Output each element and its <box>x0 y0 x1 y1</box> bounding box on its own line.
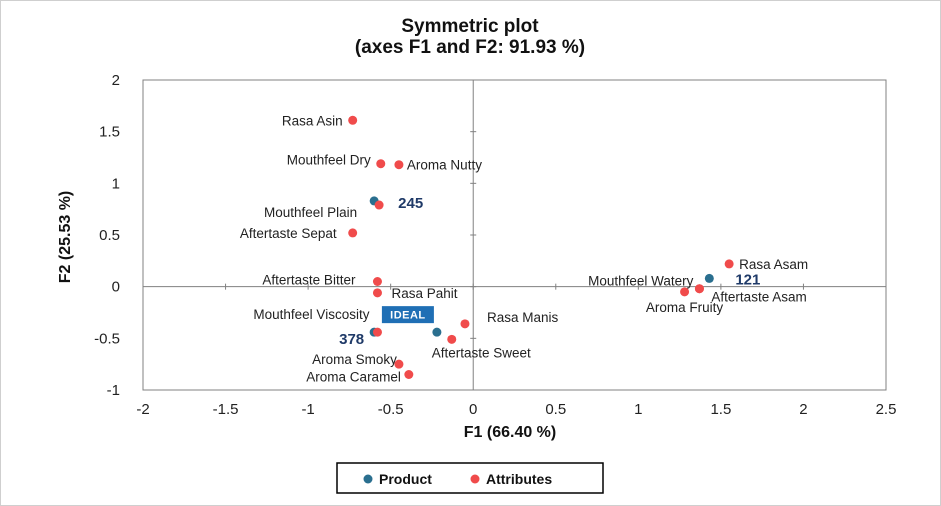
legend-box <box>336 462 604 494</box>
product-label-378: 378 <box>339 331 364 348</box>
ticks-layer: -2 -1.5 -1 -0.5 0 0.5 1 1.5 2 2.5 2 1.5 1 0.5 0 -0.5 -1 <box>94 72 896 418</box>
product-point-121 <box>704 273 714 283</box>
plot-area <box>142 79 887 391</box>
product-label-245: 245 <box>398 195 423 212</box>
legend-attributes-label: Attributes <box>486 471 552 487</box>
attribute-point-mouthfeel-viscosity <box>372 327 382 337</box>
labels-layer: 245 121 378 IDEAL Rasa Asin Mouthfeel Dry Arom… <box>240 113 808 384</box>
x-tick-label: 2 <box>799 401 807 418</box>
attribute-point-mouthfeel-dry <box>376 159 386 169</box>
attribute-label-mouthfeel-viscosity: Mouthfeel Viscosity <box>253 307 369 322</box>
attribute-label-aroma-nutty: Aroma Nutty <box>407 158 482 173</box>
x-tick-label: 0 <box>469 401 477 418</box>
attribute-label-aftertaste-sepat: Aftertaste Sepat <box>240 226 337 241</box>
product-label-121: 121 <box>735 271 760 288</box>
ideal-label: IDEAL <box>390 310 426 322</box>
x-tick-label: 1.5 <box>710 401 731 418</box>
attribute-point-aftertaste-sweet <box>447 334 457 344</box>
attribute-point-aroma-caramel <box>404 370 414 379</box>
attribute-label-mouthfeel-watery: Mouthfeel Watery <box>588 274 694 289</box>
y-tick-label: 0 <box>112 279 120 296</box>
attribute-point-aroma-fruity <box>680 287 690 297</box>
legend-attributes-marker <box>470 474 480 484</box>
attribute-label-aroma-fruity: Aroma Fruity <box>646 300 724 315</box>
y-tick-label: -1 <box>107 382 120 399</box>
attribute-point-rasa-manis <box>460 319 470 329</box>
attribute-point-rasa-asam <box>724 259 734 269</box>
attribute-point-aftertaste-bitter <box>372 277 382 286</box>
attribute-label-rasa-manis: Rasa Manis <box>487 310 559 325</box>
chart-title: Symmetric plot <box>401 16 539 37</box>
y-tick-label: 1 <box>112 175 120 192</box>
attribute-point-aroma-smoky <box>394 359 404 369</box>
attribute-label-aftertaste-bitter: Aftertaste Bitter <box>262 273 356 288</box>
x-tick-label: 1 <box>634 401 642 418</box>
y-tick-label: 0.5 <box>99 227 120 244</box>
x-tick-label: -2 <box>136 401 149 418</box>
x-tick-label: -0.5 <box>378 401 404 418</box>
x-tick-label: 0.5 <box>545 401 566 418</box>
attribute-label-rasa-asin: Rasa Asin <box>282 113 343 128</box>
attribute-label-rasa-pahit: Rasa Pahit <box>391 286 457 301</box>
attribute-label-rasa-asam: Rasa Asam <box>739 257 808 272</box>
attribute-label-mouthfeel-dry: Mouthfeel Dry <box>287 153 371 168</box>
ideal-label-box <box>381 306 434 324</box>
attribute-label-aroma-caramel: Aroma Caramel <box>306 370 401 385</box>
y-tick-label: 2 <box>112 72 120 89</box>
legend-product-marker <box>363 474 373 484</box>
attribute-label-mouthfeel-plain: Mouthfeel Plain <box>264 205 357 220</box>
attribute-point-mouthfeel-plain <box>374 200 384 210</box>
y-tick-label: -0.5 <box>94 330 120 347</box>
x-tick-label: -1 <box>301 401 314 418</box>
legend-product-label: Product <box>379 471 432 487</box>
y-tick-label: 1.5 <box>99 124 120 141</box>
product-point-ideal <box>432 327 442 337</box>
attribute-point-aftertaste-asam <box>694 284 704 294</box>
attribute-point-aroma-nutty <box>394 160 404 170</box>
attribute-point-aftertaste-sepat <box>348 228 358 238</box>
y-axis-title: F2 (25.53 %) <box>57 191 74 283</box>
attribute-point-rasa-asin <box>348 115 358 125</box>
legend: Product Attributes <box>336 462 604 494</box>
attribute-label-aftertaste-sweet: Aftertaste Sweet <box>432 345 531 360</box>
attribute-label-aroma-smoky: Aroma Smoky <box>312 352 397 367</box>
chart-subtitle: (axes F1 and F2: 91.93 %) <box>355 37 585 58</box>
attribute-label-aftertaste-asam: Aftertaste Asam <box>711 290 806 305</box>
attribute-point-rasa-pahit <box>372 288 382 298</box>
x-axis-title: F1 (66.40 %) <box>464 424 556 441</box>
x-tick-label: 2.5 <box>876 401 897 418</box>
points-layer <box>348 115 734 379</box>
x-tick-label: -1.5 <box>213 401 239 418</box>
